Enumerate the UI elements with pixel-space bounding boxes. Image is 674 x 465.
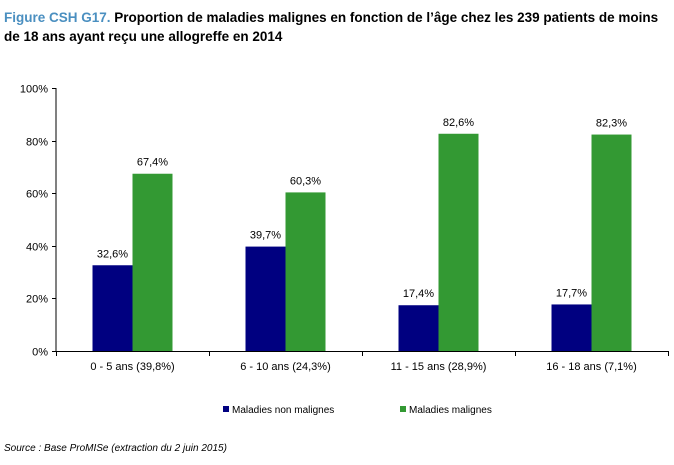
- bar: [398, 305, 439, 351]
- y-tick-label: 40%: [26, 242, 48, 254]
- bar: [285, 192, 326, 351]
- data-label: 17,7%: [556, 287, 587, 299]
- data-label: 60,3%: [290, 175, 321, 187]
- data-label: 32,6%: [97, 248, 128, 260]
- bar: [438, 133, 479, 351]
- data-label: 67,4%: [137, 157, 168, 169]
- y-tick-label: 20%: [26, 294, 48, 306]
- y-tick-label: 0%: [32, 347, 48, 359]
- chart-title: Figure CSH G17. Proportion de maladies m…: [4, 8, 668, 46]
- bar: [551, 304, 592, 351]
- legend-swatch: [400, 406, 406, 412]
- bar-chart: 0% 20% 40% 60% 80% 100% 32,6% 67,4% 0 - 5 ans (3…: [20, 84, 669, 416]
- y-tick-label: 80%: [26, 137, 48, 149]
- x-tick-label: 16 - 18 ans (7,1%): [546, 361, 637, 373]
- y-tick-label: 60%: [26, 189, 48, 201]
- legend-label: Maladies malignes: [409, 405, 492, 416]
- bar: [132, 173, 173, 351]
- legend-swatch: [223, 406, 229, 412]
- legend-label: Maladies non malignes: [232, 405, 334, 416]
- source-note: Source : Base ProMISe (extraction du 2 j…: [4, 443, 227, 454]
- bar: [92, 265, 133, 351]
- bar: [245, 246, 286, 351]
- bar: [591, 134, 632, 351]
- figure-label: Figure CSH G17.: [4, 10, 111, 25]
- y-tick-label: 100%: [20, 84, 48, 96]
- x-tick-label: 0 - 5 ans (39,8%): [90, 361, 174, 373]
- title-text: Proportion de maladies malignes en fonct…: [4, 10, 659, 44]
- data-label: 82,6%: [443, 117, 474, 129]
- x-tick-label: 11 - 15 ans (28,9%): [391, 361, 487, 373]
- data-label: 82,3%: [596, 118, 627, 130]
- x-tick-label: 6 - 10 ans (24,3%): [240, 361, 331, 373]
- data-label: 39,7%: [250, 230, 281, 242]
- data-label: 17,4%: [403, 288, 434, 300]
